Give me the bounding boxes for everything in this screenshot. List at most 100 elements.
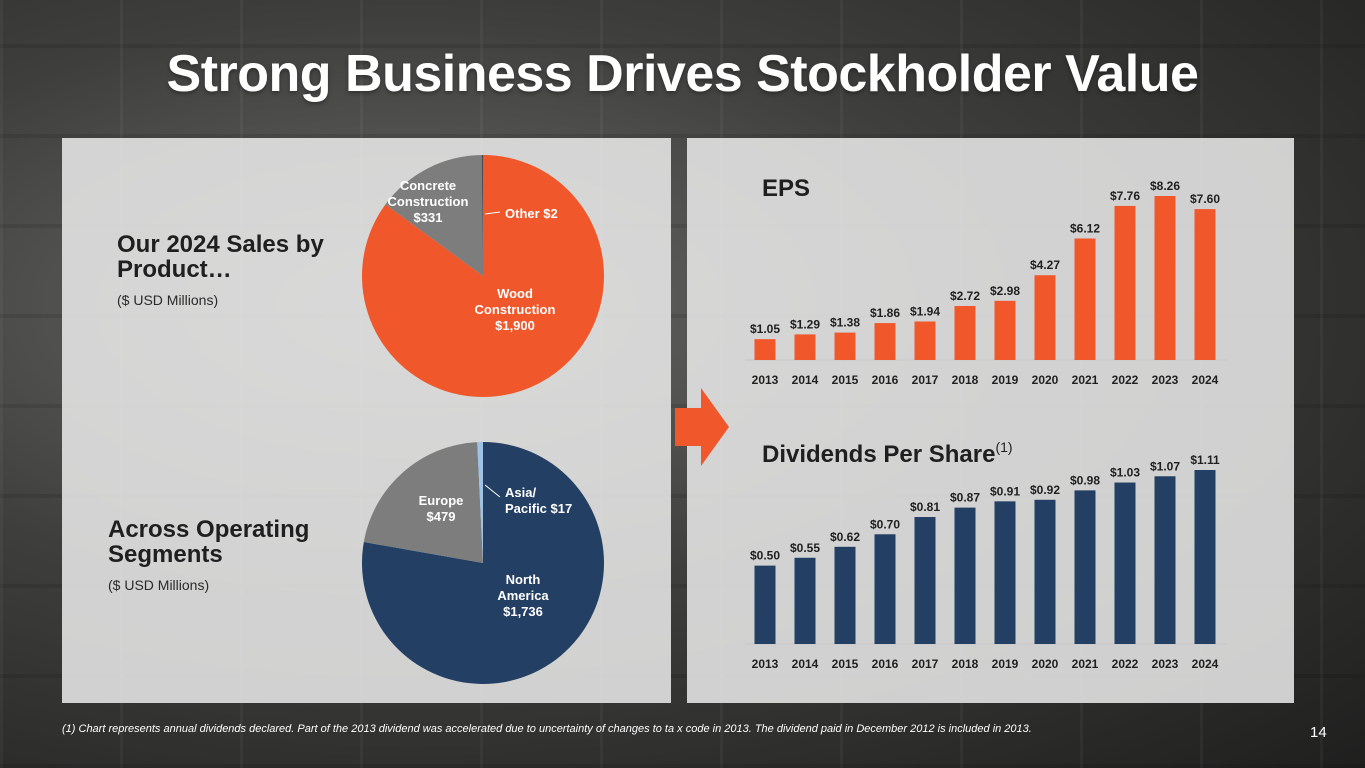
pie-label-line: America	[497, 588, 549, 603]
bar-value-label: $7.76	[1110, 189, 1140, 203]
pie-leader-line-other	[484, 211, 501, 215]
x-tick-label: 2020	[1032, 657, 1059, 671]
bar-value-label: $1.07	[1150, 459, 1180, 473]
x-tick-label: 2022	[1112, 373, 1139, 387]
segment-heading-line2: Segments	[108, 541, 223, 568]
bar-2020	[1034, 499, 1056, 644]
bar-2022	[1114, 205, 1136, 360]
x-tick-label: 2017	[912, 373, 939, 387]
bar-value-label: $6.12	[1070, 221, 1100, 235]
x-tick-label: 2017	[912, 657, 939, 671]
bar-value-label: $4.27	[1030, 258, 1060, 272]
pie-label-line: $331	[414, 210, 443, 225]
pie-label-line: Asia/	[505, 485, 536, 500]
bar-2014	[794, 557, 816, 644]
bar-value-label: $1.11	[1190, 453, 1220, 467]
product-heading: Our 2024 Sales by Product…	[117, 232, 324, 282]
eps-title: EPS	[762, 175, 811, 202]
bar-2020	[1034, 275, 1056, 360]
pie-label-line: $1,900	[495, 318, 535, 333]
product-heading-line2: Product…	[117, 256, 232, 283]
bar-value-label: $1.38	[830, 316, 860, 330]
x-tick-label: 2013	[752, 657, 779, 671]
bar-value-label: $2.98	[990, 284, 1020, 298]
bar-value-label: $0.70	[870, 517, 900, 531]
bar-value-label: $1.86	[870, 306, 900, 320]
pie-label-line: Construction	[388, 194, 469, 209]
bar-2013	[754, 565, 776, 644]
pie-label-concrete-construction: Concrete Construction $331	[388, 178, 469, 225]
bar-value-label: $1.94	[910, 304, 940, 318]
pie-label-other: Other $2	[505, 206, 558, 221]
pie-label-wood-construction: Wood Construction $1,900	[475, 286, 556, 333]
page-number: 14	[1310, 724, 1327, 741]
bar-2019	[994, 300, 1016, 360]
bar-value-label: $2.72	[950, 289, 980, 303]
bar-2021	[1074, 238, 1096, 360]
footnote: (1) Chart represents annual dividends de…	[62, 723, 1032, 735]
bar-2015	[834, 332, 856, 360]
pie-label-line: Concrete	[400, 178, 456, 193]
bar-value-label: $0.91	[990, 484, 1020, 498]
right-arrow-icon	[675, 388, 729, 466]
pie-label-line: $1,736	[503, 604, 543, 619]
x-tick-label: 2021	[1072, 657, 1099, 671]
x-tick-label: 2018	[952, 373, 979, 387]
dividends-title-text: Dividends Per Share	[762, 441, 996, 468]
bar-2015	[834, 546, 856, 644]
bar-2014	[794, 334, 816, 360]
segment-unit: ($ USD Millions)	[108, 577, 210, 593]
pie-label-europe: Europe $479	[419, 493, 464, 524]
bar-value-label: $1.05	[750, 322, 780, 336]
bar-2017	[914, 517, 936, 644]
x-tick-label: 2023	[1152, 657, 1179, 671]
pie-label-asia-pacific: Asia/Pacific $17	[505, 485, 572, 516]
bar-2024	[1194, 470, 1216, 644]
slide-title: Strong Business Drives Stockholder Value	[166, 45, 1199, 103]
bar-value-label: $1.29	[790, 317, 820, 331]
pie-label-line: Other $2	[505, 206, 558, 221]
bar-2021	[1074, 490, 1096, 644]
bar-value-label: $1.03	[1110, 466, 1140, 480]
x-tick-label: 2016	[872, 657, 899, 671]
segment-heading-line1: Across Operating	[108, 516, 310, 543]
x-tick-label: 2024	[1192, 657, 1219, 671]
bar-2017	[914, 321, 936, 360]
bar-value-label: $0.98	[1070, 473, 1100, 487]
bar-2018	[954, 305, 976, 360]
segment-heading: Across Operating Segments	[108, 517, 309, 567]
pie-label-line: North	[506, 572, 541, 587]
x-tick-label: 2022	[1112, 657, 1139, 671]
x-tick-label: 2020	[1032, 373, 1059, 387]
x-tick-label: 2013	[752, 373, 779, 387]
product-unit: ($ USD Millions)	[117, 292, 219, 308]
x-tick-label: 2018	[952, 657, 979, 671]
x-tick-label: 2019	[992, 373, 1019, 387]
bar-2023	[1154, 196, 1176, 360]
pie-label-line: $479	[427, 509, 456, 524]
bar-2016	[874, 323, 896, 360]
pie-label-line: Europe	[419, 493, 464, 508]
pie-leader-line-asia-pacific	[484, 484, 501, 498]
pie-label-line: Pacific $17	[505, 501, 572, 516]
bar-value-label: $0.62	[830, 530, 860, 544]
pie-slice-wood-construction	[361, 155, 604, 397]
bar-2019	[994, 501, 1016, 644]
dividends-title-footnote-mark: (1)	[995, 439, 1013, 455]
bar-2013	[754, 339, 776, 360]
pie-label-line: Construction	[475, 302, 556, 317]
segment-sales-pie-chart: North America $1,736 Europe $479 Asia/Pacific…	[362, 442, 604, 684]
x-tick-label: 2014	[792, 657, 819, 671]
bar-value-label: $0.50	[750, 549, 780, 563]
pie-slice-europe	[363, 442, 483, 563]
bar-value-label: $7.60	[1190, 192, 1220, 206]
bar-value-label: $0.55	[790, 541, 820, 555]
bar-value-label: $0.92	[1030, 483, 1060, 497]
x-tick-label: 2015	[832, 373, 859, 387]
dividends-bar-chart: $0.50 2013 $0.55 2014 $0.62 2015 $0.70 2016 $0.8…	[745, 453, 1227, 671]
bar-value-label: $0.81	[910, 500, 940, 514]
pie-label-line: Wood	[497, 286, 533, 301]
bar-value-label: $8.26	[1150, 179, 1180, 193]
x-tick-label: 2016	[872, 373, 899, 387]
eps-bar-chart: $1.05 2013 $1.29 2014 $1.38 2015 $1.86 2016 $1.9…	[745, 179, 1227, 387]
